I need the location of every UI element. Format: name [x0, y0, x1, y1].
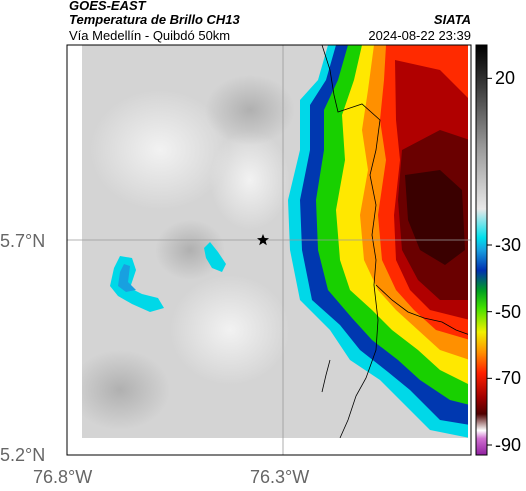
colorbar-tick-label: -50: [495, 301, 522, 322]
datetime-label: 2024-08-22 23:39: [368, 28, 471, 43]
colorbar-tick-label: -70: [495, 368, 522, 389]
brightness-temperature-field: [82, 45, 468, 438]
x-tick-76.3W: 76.3°W: [250, 467, 310, 487]
agency-label: SIATA: [433, 12, 471, 27]
y-tick-5.2N: 5.2°N: [0, 445, 46, 465]
colorbar-ticks: [487, 77, 492, 446]
x-tick-76.8W: 76.8°W: [33, 467, 93, 487]
map-border: [66, 44, 472, 456]
colorbar-tick-label: -30: [495, 235, 522, 255]
colorbar-tick-label: 20: [495, 68, 516, 89]
header: GOES-EAST Temperatura de Brillo CH13 Vía…: [69, 0, 471, 44]
y-tick-5.7N: 5.7°N: [0, 231, 46, 251]
route-label: Vía Medellín - Quibdó 50km: [69, 28, 231, 43]
star-icon: [257, 234, 269, 246]
product-title: Temperatura de Brillo CH13: [69, 12, 240, 27]
colorbar-tick-label: -90: [495, 435, 522, 455]
satellite-title: GOES-EAST: [69, 0, 146, 13]
colorbar: [475, 44, 488, 456]
